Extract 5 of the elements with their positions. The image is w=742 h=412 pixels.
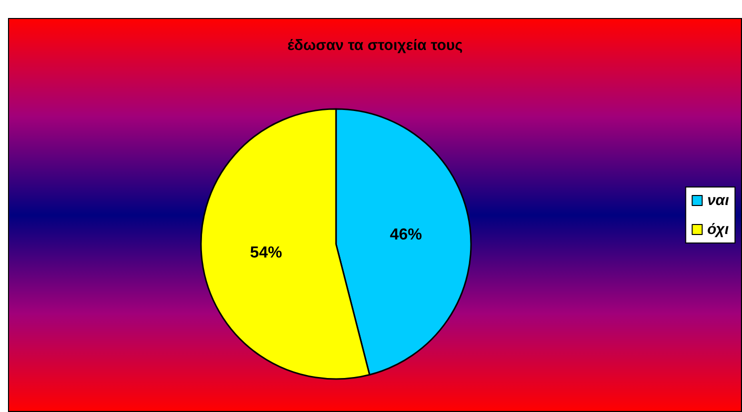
legend-label: ναι xyxy=(707,192,729,209)
chart-title: έδωσαν τα στοιχεία τους xyxy=(287,37,463,54)
data-label: 46% xyxy=(390,226,422,244)
legend-label: όχι xyxy=(707,221,729,238)
data-label: 54% xyxy=(250,244,282,262)
